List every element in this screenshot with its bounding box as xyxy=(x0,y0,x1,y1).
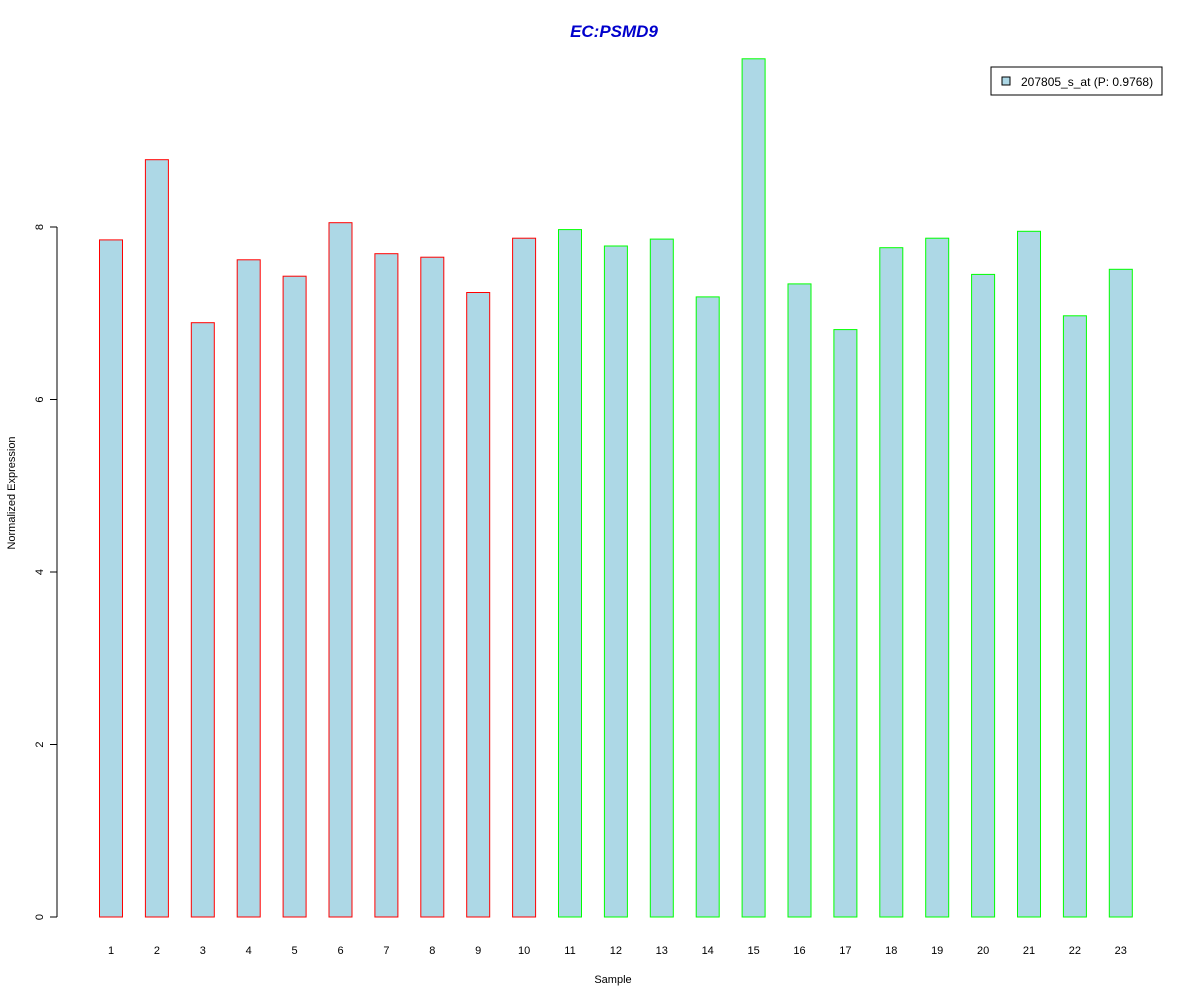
bar-23 xyxy=(1108,268,1133,918)
x-tick-label: 6 xyxy=(337,945,343,957)
x-tick-label: 22 xyxy=(1069,945,1081,957)
y-tick-label: 2 xyxy=(34,741,46,747)
bar-7 xyxy=(374,253,399,918)
bar-14 xyxy=(695,296,720,918)
x-tick-label: 3 xyxy=(200,945,206,957)
x-tick-label: 2 xyxy=(154,945,160,957)
legend-box xyxy=(990,66,1163,96)
x-tick-label: 5 xyxy=(292,945,298,957)
legend-label: 207805_s_at (P: 0.9768) xyxy=(1021,75,1153,89)
x-tick-label: 21 xyxy=(1023,945,1035,957)
bar-1 xyxy=(99,239,123,918)
bar-16 xyxy=(787,283,812,918)
x-tick-label: 12 xyxy=(610,945,622,957)
bar-12 xyxy=(603,245,628,918)
chart-title: EC:PSMD9 xyxy=(570,22,658,41)
legend-swatch xyxy=(1001,76,1011,86)
bar-11 xyxy=(558,229,582,918)
legend: 207805_s_at (P: 0.9768) xyxy=(990,66,1163,96)
x-tick-label: 14 xyxy=(702,945,714,957)
bar-3 xyxy=(190,322,215,918)
x-tick-label: 17 xyxy=(839,945,851,957)
x-tick-label: 20 xyxy=(977,945,989,957)
x-tick-label: 18 xyxy=(885,945,897,957)
bar-2 xyxy=(144,159,169,918)
bar-13 xyxy=(649,238,674,918)
bar-10 xyxy=(512,237,537,918)
bar-19 xyxy=(925,237,950,918)
x-axis-label: Sample xyxy=(594,974,631,986)
x-tick-label: 1 xyxy=(108,945,114,957)
bar-22 xyxy=(1062,315,1087,918)
x-tick-label: 15 xyxy=(747,945,759,957)
x-tick-label: 4 xyxy=(246,945,252,957)
x-tick-label: 9 xyxy=(475,945,481,957)
y-tick-label: 8 xyxy=(34,224,46,230)
x-tick-label: 16 xyxy=(793,945,805,957)
y-axis: 0 2 4 6 8 xyxy=(34,224,58,920)
bar-9 xyxy=(466,292,491,918)
x-tick-labels: 1 2 3 4 5 6 7 8 9 10 11 12 13 14 15 16 17 18 19 20 21 22 23 xyxy=(108,945,1127,957)
bar-8 xyxy=(420,256,445,918)
x-tick-label: 23 xyxy=(1115,945,1127,957)
y-tick-label: 6 xyxy=(34,396,46,402)
bar-15 xyxy=(741,58,766,918)
bar-4 xyxy=(236,259,261,918)
y-axis-label: Normalized Expression xyxy=(6,436,18,549)
bar-6 xyxy=(328,222,353,918)
x-tick-label: 8 xyxy=(429,945,435,957)
x-tick-label: 13 xyxy=(656,945,668,957)
y-tick-label: 4 xyxy=(34,569,46,575)
bar-20 xyxy=(971,273,996,918)
x-tick-label: 19 xyxy=(931,945,943,957)
bar-18 xyxy=(879,247,904,918)
bar-21 xyxy=(1017,230,1041,918)
x-tick-label: 10 xyxy=(518,945,530,957)
bar-17 xyxy=(833,329,858,918)
x-tick-label: 11 xyxy=(564,945,575,957)
bar-5 xyxy=(282,275,307,918)
x-tick-label: 7 xyxy=(383,945,389,957)
bars xyxy=(99,58,1133,918)
y-tick-label: 0 xyxy=(34,914,46,920)
